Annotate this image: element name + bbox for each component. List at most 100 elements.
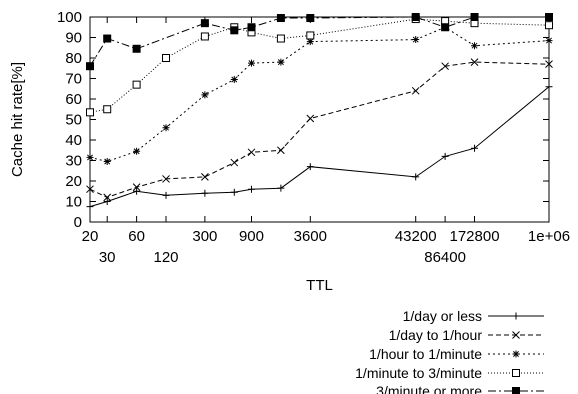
data-point [306, 14, 315, 23]
data-point [132, 183, 141, 192]
series-4 [86, 15, 553, 117]
y-tick-label: 30 [65, 153, 82, 170]
legend-label: 1/day to 1/hour [389, 327, 483, 343]
series-5 [86, 13, 553, 71]
legend-item: 1/hour to 1/minute [369, 346, 544, 362]
data-point [470, 13, 479, 21]
data-point [512, 369, 520, 377]
y-tick-label: 100 [57, 9, 82, 26]
data-point [306, 31, 315, 40]
data-point [441, 152, 449, 160]
data-point [103, 198, 111, 205]
x-tick-label: 3600 [294, 228, 327, 245]
data-point [230, 158, 239, 167]
x-axis-title: TTL [306, 277, 333, 294]
y-tick-label: 0 [74, 214, 82, 231]
data-point [103, 105, 112, 114]
series-line [89, 18, 550, 113]
x-tick-label: 60 [128, 228, 145, 245]
y-axis-title: Cache hit rate[%] [9, 62, 26, 177]
data-point [132, 44, 141, 53]
data-point [412, 36, 420, 44]
data-point [200, 19, 209, 28]
x-tick-label: 86400 [424, 249, 466, 266]
x-tick-label: 1e+06 [528, 228, 570, 245]
data-point [86, 185, 94, 194]
series-line [89, 16, 549, 67]
series-1 [86, 83, 553, 211]
y-tick-label: 60 [65, 91, 82, 108]
plot-frame [89, 16, 550, 223]
data-point [441, 23, 450, 32]
x-tick-label: 43200 [395, 228, 437, 245]
y-tick-label: 50 [65, 112, 82, 129]
data-point [132, 80, 141, 89]
data-point [247, 23, 256, 32]
x-tick-label: 30 [99, 249, 116, 266]
series-layer [86, 13, 553, 211]
data-point [545, 60, 553, 69]
data-point [545, 83, 553, 91]
legend-item: 1/day to 1/hour [389, 327, 544, 343]
data-point [103, 193, 112, 202]
series-3 [86, 23, 553, 166]
data-point [86, 153, 94, 161]
data-point [512, 350, 520, 358]
x-tick-label: 172800 [449, 228, 499, 245]
data-point [411, 86, 420, 95]
data-point [545, 21, 553, 30]
data-point [162, 175, 170, 183]
data-point [103, 34, 112, 43]
data-point [411, 13, 420, 21]
x-tick-label: 300 [192, 228, 217, 245]
legend: 1/day or less 1/day to 1/hour 1/hour to 1/… [355, 308, 544, 394]
data-point [471, 144, 479, 152]
data-point [201, 189, 209, 197]
y-tick-label: 20 [65, 173, 82, 190]
x-tick-label: 900 [239, 228, 264, 245]
data-point [133, 187, 141, 195]
y-tick-label: 10 [65, 194, 82, 211]
series-line [89, 86, 550, 208]
data-point [162, 124, 170, 132]
legend-item: 3/minute or more [376, 383, 544, 394]
x-tick-label: 20 [82, 228, 99, 245]
data-point [201, 91, 209, 99]
data-point [230, 188, 238, 196]
data-point [545, 37, 553, 45]
data-point [276, 34, 285, 43]
data-point [277, 58, 285, 66]
data-point [512, 312, 520, 320]
legend-label: 1/minute to 3/minute [355, 365, 482, 381]
x-tick-label: 120 [153, 249, 178, 266]
data-point [276, 14, 285, 23]
data-point [247, 59, 255, 67]
y-tick-label: 80 [65, 50, 82, 67]
legend-item: 1/minute to 3/minute [355, 365, 544, 381]
data-point [471, 42, 479, 50]
data-point [277, 184, 285, 192]
data-point [200, 32, 209, 41]
data-point [512, 387, 520, 394]
y-tick-label: 40 [65, 132, 82, 149]
data-point [247, 148, 256, 157]
data-point [412, 173, 420, 181]
y-tick-label: 90 [65, 30, 82, 47]
y-tick-label: 70 [65, 71, 82, 88]
legend-label: 1/hour to 1/minute [369, 346, 482, 362]
series-line [89, 26, 550, 163]
data-point [306, 38, 314, 46]
y-axis-ticks: 0 10 20 30 40 50 60 70 80 90 100 [57, 9, 549, 231]
data-point [277, 146, 285, 155]
data-point [162, 191, 170, 199]
data-point [441, 62, 449, 71]
data-point [133, 147, 141, 155]
data-point [86, 203, 94, 211]
series-2 [86, 58, 553, 202]
data-point [545, 13, 553, 21]
data-point [201, 173, 209, 181]
series-line [89, 61, 550, 198]
data-point [86, 108, 94, 117]
data-point [86, 62, 94, 71]
